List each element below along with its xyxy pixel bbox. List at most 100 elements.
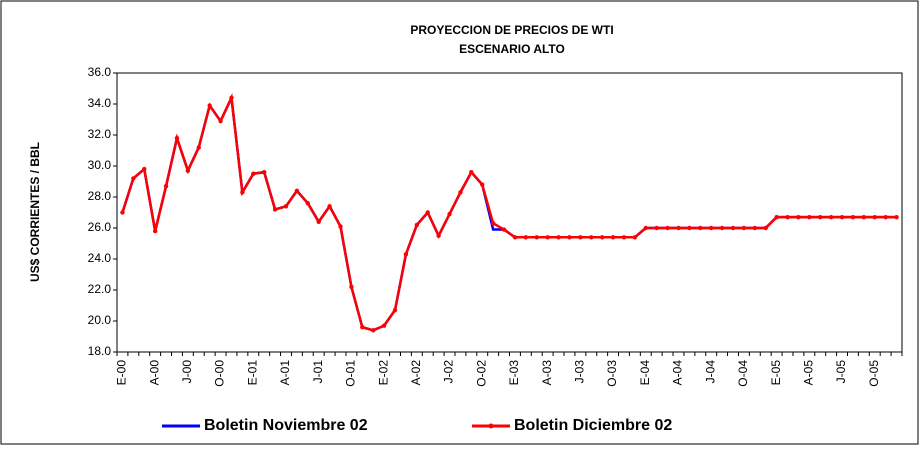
- series-point: [578, 235, 583, 240]
- series-point: [436, 233, 441, 238]
- x-tick-label: A-02: [409, 360, 423, 386]
- legend-marker: [488, 423, 494, 429]
- x-tick-label: E-03: [507, 360, 521, 386]
- x-tick-label: E-01: [245, 360, 259, 386]
- series-point: [305, 201, 310, 206]
- series-point: [349, 284, 354, 290]
- series-point: [163, 183, 169, 189]
- y-tick-label: 36.0: [88, 65, 112, 79]
- x-tick-label: O-02: [474, 360, 488, 387]
- y-tick-label: 24.0: [88, 251, 112, 265]
- series-point: [283, 204, 289, 209]
- series-point: [796, 214, 801, 220]
- series-point: [218, 118, 223, 124]
- series-point: [272, 207, 278, 212]
- series-point: [861, 214, 867, 220]
- series-point: [403, 252, 409, 257]
- series-point: [643, 225, 648, 231]
- series-point: [458, 190, 463, 195]
- x-tick-label: O-03: [605, 360, 619, 387]
- x-tick-label: J-01: [311, 360, 325, 384]
- series-point: [741, 225, 747, 231]
- y-tick-label: 34.0: [88, 96, 112, 110]
- series-point: [894, 214, 899, 220]
- series-point: [752, 225, 758, 231]
- series-point: [240, 190, 245, 195]
- series-point: [316, 219, 321, 224]
- x-tick-label: A-01: [278, 360, 292, 386]
- series-point: [371, 328, 376, 333]
- series-point: [545, 235, 550, 240]
- series-point: [698, 225, 703, 231]
- x-tick-label: J-02: [442, 360, 456, 384]
- series-point: [589, 235, 594, 240]
- x-tick-label: A-05: [801, 360, 815, 386]
- series-point: [294, 188, 300, 193]
- series-point: [425, 210, 430, 215]
- series-point: [196, 145, 201, 150]
- x-tick-label: O-04: [736, 360, 750, 387]
- series-point: [556, 235, 561, 240]
- series-point: [632, 235, 638, 240]
- y-tick-label: 22.0: [88, 282, 112, 296]
- series-point: [174, 135, 180, 141]
- series-point: [610, 235, 616, 240]
- x-tick-label: O-00: [213, 360, 227, 387]
- x-tick-label: A-00: [147, 360, 161, 386]
- series-point: [185, 168, 191, 173]
- series-point: [599, 235, 605, 240]
- series-point: [687, 225, 692, 231]
- series-point: [774, 214, 779, 220]
- y-tick-label: 30.0: [88, 158, 112, 172]
- series-point: [381, 323, 387, 328]
- series-point: [763, 225, 768, 231]
- y-tick-label: 26.0: [88, 220, 112, 234]
- series-point: [883, 214, 888, 220]
- x-tick-label: J-05: [834, 360, 848, 384]
- x-tick-label: O-05: [867, 360, 881, 387]
- x-tick-label: A-03: [540, 360, 554, 386]
- series-point: [229, 95, 234, 101]
- y-tick-label: 18.0: [88, 344, 112, 358]
- series-point: [338, 224, 343, 229]
- y-axis-label: US$ CORRIENTES / BBL: [28, 142, 42, 282]
- series-point: [839, 214, 845, 220]
- series-point: [251, 171, 256, 176]
- series-point: [719, 225, 725, 231]
- series-point: [469, 170, 474, 175]
- x-tick-label: A-04: [671, 360, 685, 386]
- y-tick-label: 20.0: [88, 313, 112, 327]
- series-point: [621, 235, 627, 240]
- series-point: [142, 166, 147, 172]
- series-point: [207, 103, 212, 108]
- x-tick-label: J-04: [703, 360, 717, 384]
- series-point: [447, 211, 452, 217]
- x-tick-label: E-00: [115, 360, 129, 386]
- series-point: [512, 235, 518, 240]
- series-point: [414, 222, 420, 228]
- series-point: [709, 225, 714, 231]
- series-point: [567, 235, 572, 240]
- series-point: [152, 228, 158, 234]
- series-point: [785, 214, 790, 220]
- series-point: [480, 182, 485, 187]
- x-tick-label: J-03: [573, 360, 587, 384]
- series-point: [360, 325, 365, 330]
- series-point: [534, 235, 539, 240]
- legend-label: Boletin Noviembre 02: [204, 417, 368, 434]
- series-point: [261, 170, 267, 175]
- series-point: [501, 227, 507, 232]
- series-point: [327, 204, 332, 209]
- series-point: [665, 225, 670, 231]
- series-point: [807, 214, 812, 220]
- series-point: [392, 307, 398, 313]
- series-point: [872, 214, 877, 220]
- series-point: [850, 214, 856, 220]
- series-point: [490, 221, 496, 226]
- x-tick-label: E-02: [376, 360, 390, 386]
- series-point: [120, 210, 125, 215]
- y-tick-label: 32.0: [88, 127, 112, 141]
- x-tick-label: J-00: [180, 360, 194, 384]
